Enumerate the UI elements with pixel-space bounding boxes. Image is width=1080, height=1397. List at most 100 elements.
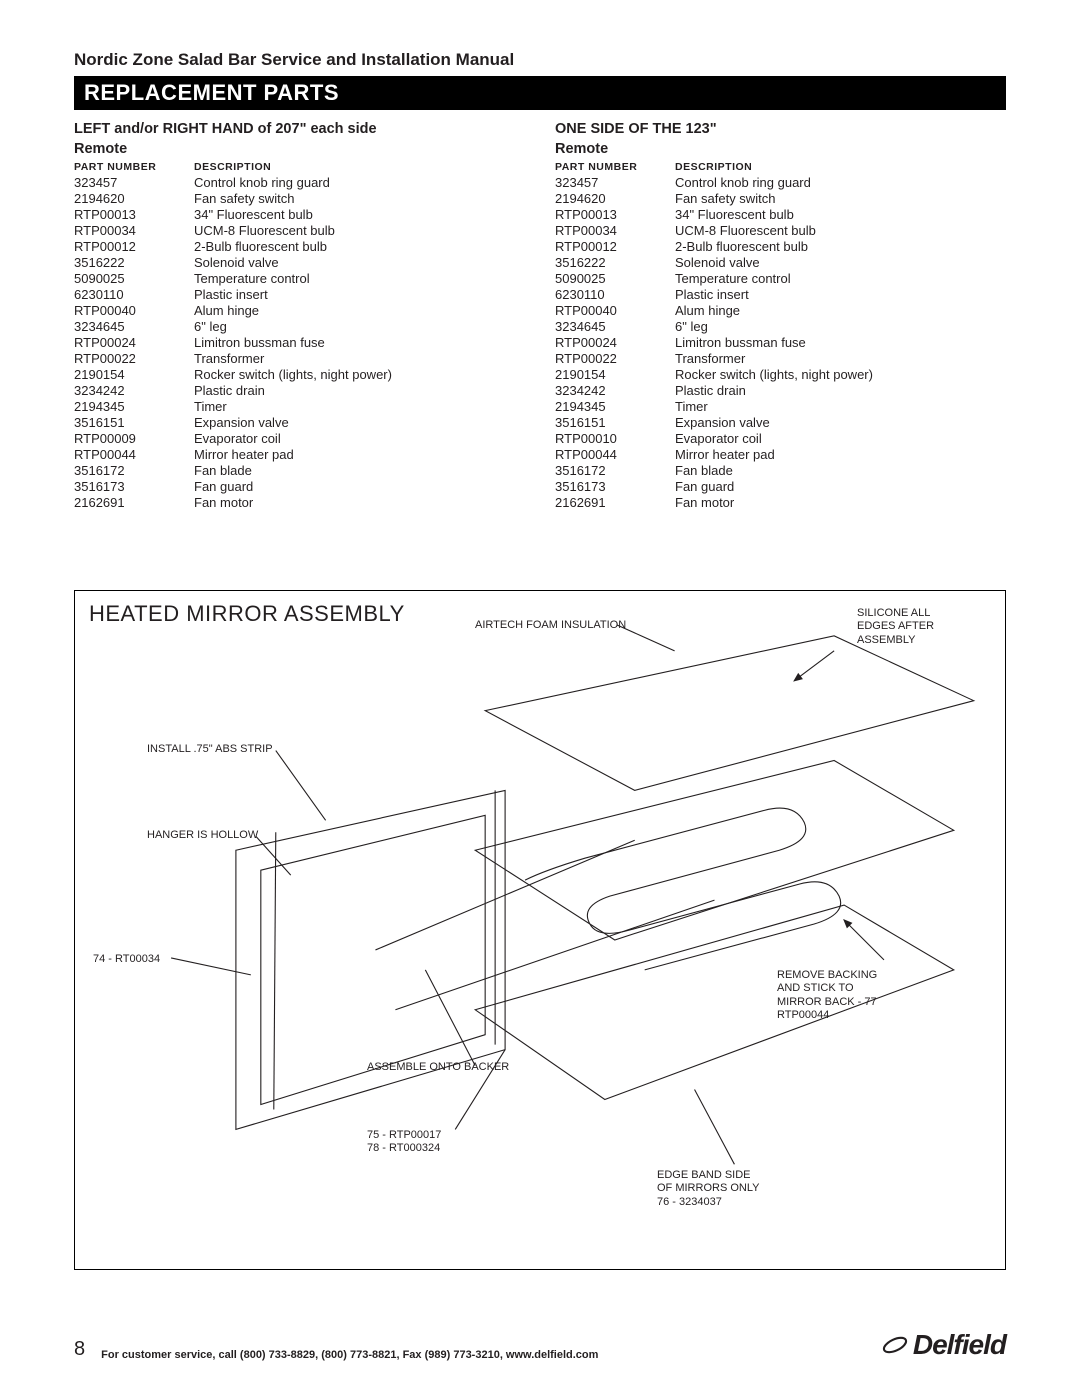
callout-edge-l3: 76 - 3234037 [657,1196,722,1208]
left-parts-table: PART NUMBER DESCRIPTION 323457Control kn… [74,160,525,510]
description-cell: Plastic insert [675,286,1006,302]
part-number-cell: 3516172 [555,462,675,478]
table-row: RTP00022Transformer [555,350,1006,366]
description-cell: Temperature control [194,270,525,286]
table-row: RTP00044Mirror heater pad [74,446,525,462]
table-row: 3516151Expansion valve [74,414,525,430]
description-cell: UCM-8 Fluorescent bulb [194,222,525,238]
description-cell: Fan motor [675,494,1006,510]
part-number-cell: RTP00022 [555,350,675,366]
description-cell: Expansion valve [675,414,1006,430]
description-cell: Expansion valve [194,414,525,430]
part-number-cell: 2194620 [74,190,194,206]
description-cell: Timer [194,398,525,414]
description-cell: Transformer [194,350,525,366]
table-row: RTP00034UCM-8 Fluorescent bulb [555,222,1006,238]
footer-service-text: For customer service, call (800) 733-882… [101,1349,598,1361]
part-number-cell: 3516222 [74,254,194,270]
description-cell: Evaporator coil [194,430,525,446]
part-number-cell: RTP00012 [555,238,675,254]
part-number-cell: 6230110 [555,286,675,302]
description-cell: Fan safety switch [675,190,1006,206]
part-number-cell: RTP00040 [555,302,675,318]
callout-remove-l4: RTP00044 [777,1009,829,1021]
description-cell: Temperature control [675,270,1006,286]
table-row: 32346456" leg [74,318,525,334]
right-title-line2: Remote [555,140,1006,158]
part-number-cell: RTP00022 [74,350,194,366]
part-number-cell: 2190154 [555,366,675,382]
part-number-cell: 323457 [555,174,675,190]
diagram-box: HEATED MIRROR ASSEMBLY AIRTECH FOAM INSU… [74,590,1006,1270]
callout-edge: EDGE BAND SIDE OF MIRRORS ONLY 76 - 3234… [657,1169,759,1209]
part-number-cell: 3516172 [74,462,194,478]
part-number-cell: RTP00044 [74,446,194,462]
description-cell: Limitron bussman fuse [194,334,525,350]
table-row: RTP00044Mirror heater pad [555,446,1006,462]
table-row: 3516173Fan guard [555,478,1006,494]
callout-silicone: SILICONE ALL EDGES AFTER ASSEMBLY [857,607,934,647]
right-title-line1: ONE SIDE OF THE 123" [555,120,1006,138]
table-row: RTP00010Evaporator coil [555,430,1006,446]
description-cell: 2-Bulb fluorescent bulb [675,238,1006,254]
description-cell: Rocker switch (lights, night power) [194,366,525,382]
description-cell: Transformer [675,350,1006,366]
part-number-cell: 2194345 [555,398,675,414]
part-number-cell: 3516151 [74,414,194,430]
table-row: RTP00040Alum hinge [74,302,525,318]
callout-78: 78 - RT000324 [367,1142,440,1154]
part-number-cell: RTP00044 [555,446,675,462]
description-cell: Plastic drain [194,382,525,398]
description-cell: Fan safety switch [194,190,525,206]
description-cell: Plastic insert [194,286,525,302]
table-row: RTP00040Alum hinge [555,302,1006,318]
brand-text: Delfield [913,1329,1006,1361]
callout-abs-strip: INSTALL .75" ABS STRIP [147,743,273,756]
page-number: 8 [74,1338,85,1361]
table-row: 5090025Temperature control [555,270,1006,286]
section-title-bar: REPLACEMENT PARTS [74,76,1006,110]
right-col-part-header: PART NUMBER [555,160,675,174]
table-row: 3516172Fan blade [74,462,525,478]
table-row: 3516172Fan blade [555,462,1006,478]
right-col-desc-header: DESCRIPTION [675,160,1006,174]
table-row: 6230110Plastic insert [74,286,525,302]
table-row: 2162691Fan motor [74,494,525,510]
table-row: RTP00022Transformer [74,350,525,366]
part-number-cell: 3516222 [555,254,675,270]
part-number-cell: 323457 [74,174,194,190]
description-cell: Rocker switch (lights, night power) [675,366,1006,382]
part-number-cell: 2162691 [555,494,675,510]
part-number-cell: 3234645 [555,318,675,334]
diagram-svg [75,591,1005,1269]
table-row: 2190154Rocker switch (lights, night powe… [555,366,1006,382]
description-cell: Alum hinge [675,302,1006,318]
description-cell: 34" Fluorescent bulb [675,206,1006,222]
table-row: RTP0001334" Fluorescent bulb [74,206,525,222]
description-cell: Solenoid valve [675,254,1006,270]
callout-remove-l1: REMOVE BACKING [777,969,877,981]
part-number-cell: 3234242 [555,382,675,398]
table-row: RTP000122-Bulb fluorescent bulb [555,238,1006,254]
callout-assemble: ASSEMBLE ONTO BACKER [367,1061,509,1074]
table-row: 32346456" leg [555,318,1006,334]
left-col-part-header: PART NUMBER [74,160,194,174]
left-parts-column: LEFT and/or RIGHT HAND of 207" each side… [74,120,525,510]
part-number-cell: RTP00013 [74,206,194,222]
table-row: RTP00034UCM-8 Fluorescent bulb [74,222,525,238]
description-cell: 6" leg [675,318,1006,334]
description-cell: Fan motor [194,494,525,510]
page-footer: 8 For customer service, call (800) 733-8… [74,1329,1006,1361]
doc-title: Nordic Zone Salad Bar Service and Instal… [74,50,1006,70]
callout-74: 74 - RT00034 [93,953,160,966]
description-cell: Fan guard [675,478,1006,494]
part-number-cell: 3234242 [74,382,194,398]
part-number-cell: 6230110 [74,286,194,302]
part-number-cell: 2162691 [74,494,194,510]
part-number-cell: 2194345 [74,398,194,414]
part-number-cell: RTP00034 [555,222,675,238]
part-number-cell: 5090025 [74,270,194,286]
callout-silicone-l3: ASSEMBLY [857,634,916,646]
table-row: 2194345Timer [555,398,1006,414]
table-row: 323457Control knob ring guard [74,174,525,190]
